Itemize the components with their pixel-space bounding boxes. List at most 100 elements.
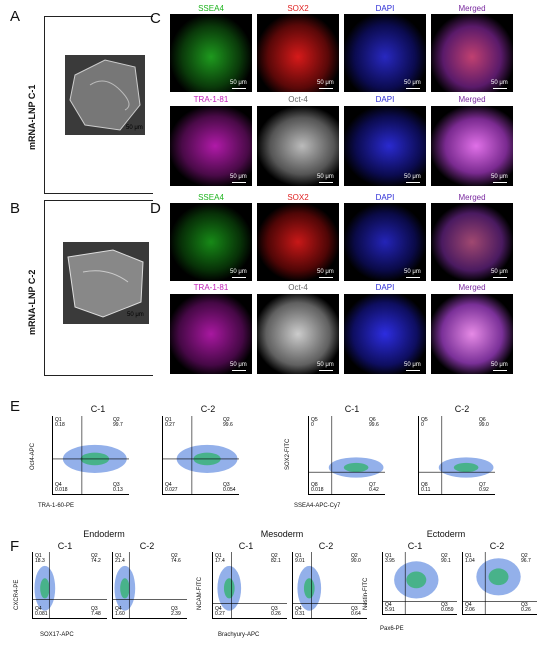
title-ssea4-c-top: SSEA4 [198,4,224,13]
quadrant-value: 74.2 [91,558,101,564]
title-merged-c-bottom: Merged [458,95,486,104]
title-merged-d-top: Merged [458,193,486,202]
tile-scale-bar [319,370,333,371]
quadrant-value: 99.0 [479,422,489,428]
quadrant-name: Q3 [223,482,230,488]
quadrant-name: Q1 [55,417,62,423]
tile-scale-label: 50 μm [317,362,334,368]
quadrant-value: 1.04 [465,558,475,564]
title-oct4-c-bottom: Oct-4 [288,95,308,104]
quadrant-name: Q8 [311,482,318,488]
quadrant-name: Q1 [385,553,392,559]
tile-scale-bar [319,182,333,183]
title-dapi-d-top: DAPI [375,193,395,202]
row-label-c2: mRNA-LNP C-2 [27,269,37,335]
tile-scale-label: 50 μm [230,362,247,368]
quadrant-value: 0.42 [369,487,379,493]
quadrant-value: 0 [311,422,314,428]
flow-plot-svg [383,552,457,614]
population-core [223,578,235,599]
e-c1-label-1: C-1 [90,404,106,414]
population-core [488,568,509,586]
title-merged-d-bottom: Merged [458,283,486,292]
quadrant-name: Q2 [91,553,98,559]
quadrant-value: 0.018 [55,487,68,493]
tile-scale-label: 50 μm [230,269,247,275]
quadrant-name: Q4 [295,606,302,612]
panel-label-e: E [10,398,21,415]
quadrant-value: 2.39 [171,611,181,617]
e-ylabel-2: SOX2-FITC [285,438,291,470]
e-ylabel-1: Oct4-APC [30,442,36,470]
title-dapi-d-bottom: DAPI [375,283,395,292]
quadrant-name: Q3 [113,482,120,488]
flow-plot: Q1 0.18 Q2 99.7 Q4 0.018 Q3 0.13 [52,416,129,495]
f-c1-label-2: C-1 [238,541,254,551]
f-c1-label-3: C-1 [407,541,423,551]
image-merged2-c-bottom [431,106,513,186]
quadrant-value: 96.7 [521,558,531,564]
germ-endoderm: Endoderm [83,529,125,539]
flow-plot-svg [309,416,385,494]
image-tra-d-bottom [170,294,252,374]
quadrant-name: Q2 [113,417,120,423]
flow-plot: Q5 0 Q6 99.0 Q8 0.11 Q7 0.92 [418,416,495,495]
quadrant-value: 0.27 [165,422,175,428]
quadrant-name: Q3 [171,606,178,612]
title-tra-d-bottom: TRA-1-81 [193,283,229,292]
image-sox2-d-top [257,203,339,281]
f-c1-label-1: C-1 [57,541,73,551]
quadrant-value: 0.64 [351,611,361,617]
flow-plot-svg [53,416,129,494]
e-c1-label-2: C-1 [344,404,360,414]
tile-scale-bar [232,182,246,183]
quadrant-name: Q4 [165,482,172,488]
quadrant-value: 99.7 [113,422,123,428]
image-dapi-c-top [344,14,426,92]
quadrant-value: 99.6 [223,422,233,428]
quadrant-name: Q1 [35,553,42,559]
image-merged-d-top [431,203,513,281]
flow-plot-svg [419,416,495,494]
f-ylabel-2: NCAM-FITC [197,577,203,610]
quadrant-value: 0.059 [441,607,454,613]
quadrant-value: 74.6 [171,558,181,564]
phase-scale-c2: 50 μm [127,312,144,318]
quadrant-name: Q3 [521,602,528,608]
quadrant-value: 17.4 [215,558,225,564]
image-tra-c-bottom [170,106,252,186]
quadrant-name: Q1 [115,553,122,559]
tile-scale-bar [319,88,333,89]
tile-scale-bar [406,277,420,278]
tile-scale-bar [406,182,420,183]
tile-scale-label: 50 μm [404,80,421,86]
quadrant-value: 90.0 [351,558,361,564]
flow-plot-svg [113,552,187,618]
f-c2-label-2: C-2 [318,541,334,551]
population-core [406,571,427,589]
quadrant-name: Q1 [165,417,172,423]
tile-scale-bar [232,277,246,278]
flow-plot: Q5 0 Q6 99.6 Q8 0.018 Q7 0.42 [308,416,385,495]
row-label-c1: mRNA-LNP C-1 [27,84,37,150]
title-merged-c-top: Merged [458,4,486,13]
title-sox2-d-top: SOX2 [287,193,309,202]
quadrant-name: Q2 [223,417,230,423]
quadrant-value: 3.95 [385,558,395,564]
population-core [40,578,50,599]
population-core [453,462,479,473]
quadrant-name: Q1 [295,553,302,559]
quadrant-value: 0.18 [55,422,65,428]
tile-scale-label: 50 μm [317,269,334,275]
panel-label-f: F [10,538,20,555]
panel-label-a: A [10,8,21,25]
image-merged-c-top [431,14,513,92]
quadrant-name: Q7 [479,482,486,488]
title-oct4-d-bottom: Oct-4 [288,283,308,292]
tile-scale-bar [232,88,246,89]
image-dapi-d-top [344,203,426,281]
quadrant-value: 0.26 [271,611,281,617]
bracket-c1 [44,16,153,194]
quadrant-name: Q6 [479,417,486,423]
quadrant-value: 7.48 [91,611,101,617]
